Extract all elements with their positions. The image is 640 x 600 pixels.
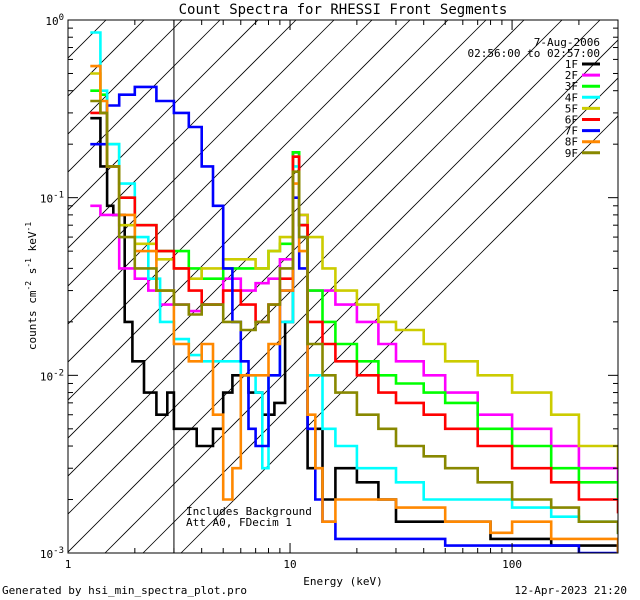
x-axis-label: Energy (keV) <box>303 575 382 588</box>
y-tick-label: 10-3 <box>40 546 64 561</box>
hatch-line <box>68 20 563 515</box>
legend-label-8F: 8F <box>565 136 578 149</box>
hatch-line <box>180 115 618 553</box>
generated-by-label: Generated by hsi_min_spectra_plot.pro <box>2 584 247 597</box>
x-tick-label: 100 <box>502 558 522 571</box>
y-axis-label: counts cm-2 s-1 keV-1 <box>24 222 39 350</box>
hatch-line <box>104 39 618 553</box>
time-range-label: 02:56:00 to 02:57:00 <box>468 47 600 60</box>
hatch-line <box>68 20 373 325</box>
series-line-1F <box>90 116 618 553</box>
y-tick-label: 10-1 <box>40 191 64 206</box>
chart-title: Count Spectra for RHESSI Front Segments <box>179 2 508 18</box>
hatch-line <box>68 20 69 21</box>
series-line-7F <box>90 85 618 553</box>
legend-label-7F: 7F <box>565 125 578 138</box>
plot-frame <box>67 19 619 554</box>
hatch-line <box>68 20 601 553</box>
series-group <box>90 31 618 553</box>
series-line-2F <box>90 151 618 484</box>
hatch-line <box>68 20 335 287</box>
legend-label-5F: 5F <box>565 102 578 115</box>
legend-label-6F: 6F <box>565 114 578 127</box>
series-line-6F <box>90 111 618 514</box>
hatch-line <box>68 20 525 477</box>
x-tick-label: 10 <box>283 558 296 571</box>
timestamp-label: 12-Apr-2023 21:20 <box>514 584 627 597</box>
attenuator-note: Att A0, FDecim 1 <box>186 516 292 529</box>
hatch-line <box>68 20 145 97</box>
axes-group: 1 10 100 100 10-1 10-2 10-3 <box>40 13 619 571</box>
hatch-line <box>68 20 259 211</box>
legend-label-1F: 1F <box>565 58 578 71</box>
y-tick-label: 100 <box>45 13 64 28</box>
x-tick-label: 1 <box>65 558 72 571</box>
hatch-line <box>68 20 183 135</box>
y-tick-label: 10-2 <box>40 368 64 383</box>
legend-label-4F: 4F <box>565 91 578 104</box>
hatch-line <box>68 20 449 401</box>
hatch-line <box>68 20 107 59</box>
date-label: 7-Aug-2006 <box>534 36 600 49</box>
header-annotation: 7-Aug-2006 02:56:00 to 02:57:00 <box>468 36 600 60</box>
hatch-line <box>68 20 297 249</box>
hatch-line <box>68 20 487 439</box>
legend-label-9F: 9F <box>565 147 578 160</box>
hatch-line <box>68 20 411 363</box>
background-note: Includes Background <box>186 505 312 518</box>
legend-label-3F: 3F <box>565 80 578 93</box>
series-line-8F <box>90 64 618 553</box>
series-line-9F <box>90 99 618 535</box>
hatch-line <box>68 20 221 173</box>
legend-label-2F: 2F <box>565 69 578 82</box>
